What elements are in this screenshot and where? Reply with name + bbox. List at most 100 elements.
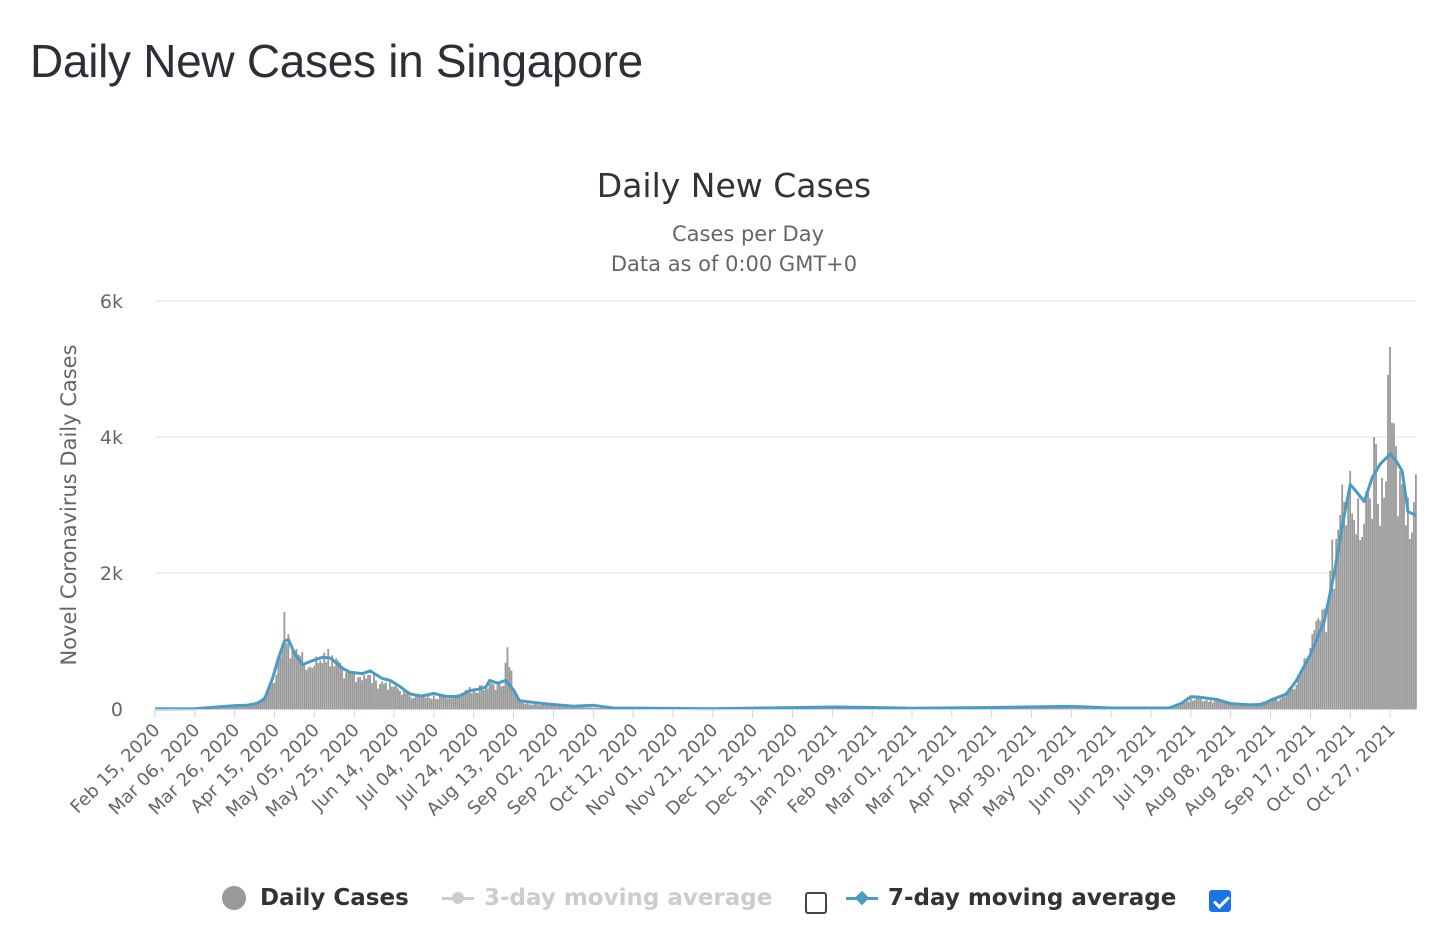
bar bbox=[526, 701, 529, 709]
gridlines bbox=[155, 300, 1416, 574]
bar bbox=[369, 674, 371, 709]
bar bbox=[323, 652, 326, 709]
bar bbox=[1237, 704, 1240, 709]
bar bbox=[391, 686, 393, 709]
page-title: Daily New Cases in Singapore bbox=[30, 35, 643, 87]
bar bbox=[534, 703, 537, 709]
bar bbox=[267, 687, 270, 709]
bar bbox=[1277, 700, 1280, 709]
bar bbox=[476, 693, 479, 709]
bar bbox=[1413, 502, 1415, 709]
bar bbox=[319, 660, 322, 709]
bar bbox=[558, 705, 561, 709]
checkbox-3-day-moving-average[interactable] bbox=[805, 892, 827, 914]
bar bbox=[496, 683, 499, 709]
bar bbox=[269, 685, 272, 709]
bar bbox=[255, 702, 258, 709]
bar bbox=[1403, 478, 1405, 709]
bar bbox=[554, 705, 557, 709]
bar bbox=[1279, 698, 1282, 709]
bar bbox=[586, 707, 589, 709]
bar bbox=[578, 707, 581, 709]
bar bbox=[494, 690, 497, 709]
bar bbox=[566, 706, 569, 709]
bar bbox=[482, 690, 485, 709]
bar bbox=[379, 684, 381, 709]
bar bbox=[341, 668, 344, 709]
bar bbox=[327, 648, 330, 709]
bar bbox=[580, 707, 583, 709]
bar bbox=[1359, 540, 1362, 709]
bar bbox=[1283, 696, 1286, 709]
bar bbox=[582, 707, 585, 709]
bar bbox=[1255, 704, 1258, 709]
bar bbox=[550, 705, 553, 709]
bar bbox=[1287, 688, 1290, 709]
bar bbox=[1327, 600, 1330, 709]
bar bbox=[564, 705, 567, 709]
bar bbox=[335, 658, 338, 709]
bar bbox=[403, 690, 405, 709]
bar bbox=[231, 705, 234, 709]
bar bbox=[466, 692, 469, 709]
bar bbox=[1315, 620, 1318, 709]
bar bbox=[522, 703, 525, 709]
bar bbox=[355, 682, 357, 709]
bar bbox=[1349, 471, 1352, 709]
bar bbox=[1299, 675, 1302, 709]
bar bbox=[518, 700, 521, 709]
bar bbox=[1257, 702, 1260, 709]
bar bbox=[472, 688, 475, 709]
bar bbox=[1225, 701, 1228, 709]
bar bbox=[1241, 704, 1244, 709]
bar bbox=[1203, 700, 1206, 709]
bar bbox=[347, 672, 350, 709]
bar bbox=[1391, 422, 1393, 709]
bar bbox=[1371, 518, 1373, 709]
bar bbox=[365, 678, 367, 709]
bar bbox=[271, 683, 274, 709]
bar bbox=[470, 693, 473, 709]
bar bbox=[1223, 703, 1226, 709]
bar bbox=[1078, 707, 1081, 709]
bar bbox=[1173, 706, 1176, 709]
legend-item-daily-cases[interactable]: Daily Cases bbox=[222, 876, 409, 920]
line-7-day-moving-average bbox=[154, 452, 1417, 711]
bar bbox=[1285, 691, 1288, 709]
chart-subtitle-line1: Cases per Day bbox=[672, 222, 824, 246]
bar bbox=[1177, 706, 1180, 709]
legend-label-3-day-moving-average: 3-day moving average bbox=[484, 885, 773, 911]
bar bbox=[1197, 698, 1200, 709]
bar bbox=[538, 705, 541, 709]
bar bbox=[596, 707, 599, 709]
bar bbox=[1307, 660, 1310, 709]
bar bbox=[305, 670, 308, 709]
bar bbox=[546, 704, 549, 709]
bar bbox=[1235, 705, 1238, 709]
bar bbox=[301, 651, 304, 709]
bar bbox=[1309, 647, 1312, 709]
bar bbox=[568, 706, 571, 709]
y-tick-label: 6k bbox=[100, 291, 123, 313]
bar bbox=[1321, 609, 1324, 709]
legend-item-7-day-moving-average[interactable]: 7-day moving average bbox=[846, 876, 1176, 920]
bar bbox=[532, 704, 535, 709]
legend-item-3-day-moving-average[interactable]: 3-day moving average bbox=[442, 876, 772, 920]
bar bbox=[440, 694, 443, 709]
bar bbox=[1289, 688, 1292, 709]
bar bbox=[263, 696, 266, 709]
bar bbox=[492, 684, 495, 709]
bar bbox=[1275, 696, 1278, 709]
bar bbox=[508, 667, 511, 709]
bar bbox=[401, 694, 403, 709]
bar bbox=[418, 695, 421, 709]
bar bbox=[383, 683, 385, 709]
bar bbox=[1213, 700, 1216, 709]
bar bbox=[345, 672, 348, 709]
bar-series-daily-cases bbox=[154, 346, 1417, 709]
bar bbox=[464, 689, 467, 709]
bar bbox=[454, 694, 457, 709]
checkbox-7-day-moving-average[interactable] bbox=[1209, 890, 1231, 912]
bar bbox=[1259, 703, 1262, 709]
bar bbox=[486, 688, 489, 709]
